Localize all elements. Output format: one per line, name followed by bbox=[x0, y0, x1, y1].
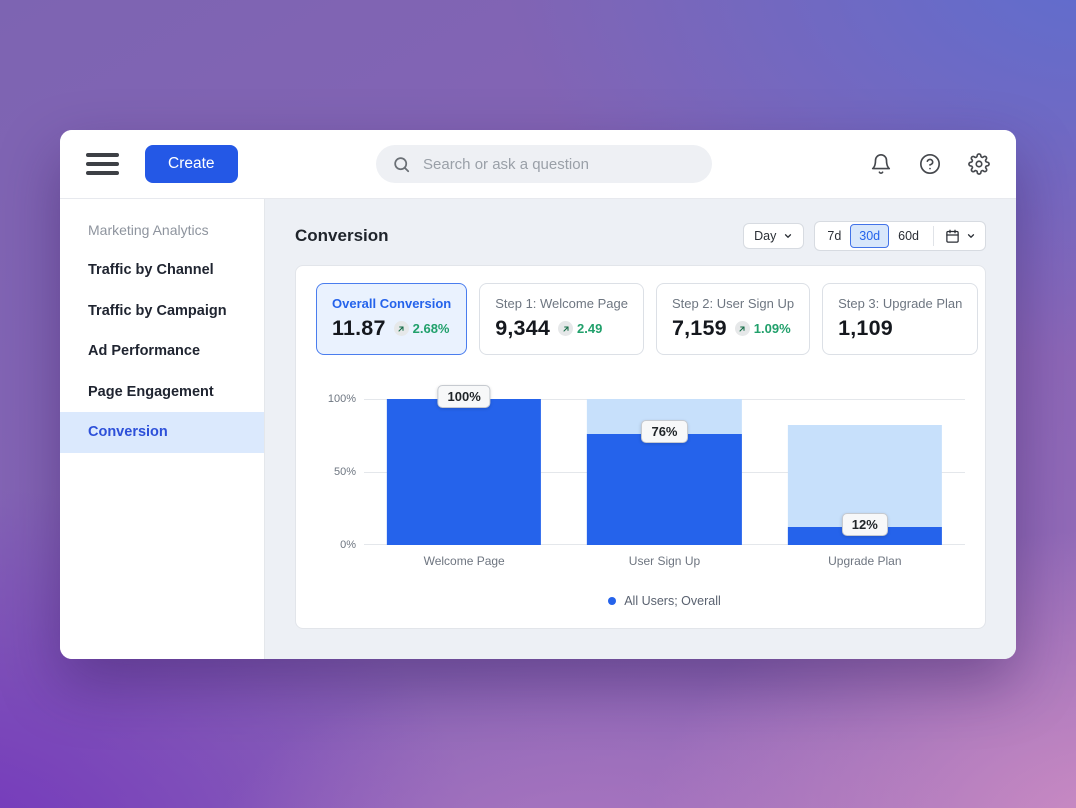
metric-delta: 2.68% bbox=[393, 321, 450, 336]
chevron-down-icon bbox=[785, 234, 792, 238]
bars: 100% 76% 12% bbox=[364, 385, 965, 545]
x-label-user-sign-up: User Sign Up bbox=[628, 554, 701, 568]
sidebar-item-page-engagement[interactable]: Page Engagement bbox=[88, 383, 214, 400]
metric-value: 11.87 bbox=[332, 316, 386, 340]
calendar-picker-button[interactable] bbox=[939, 226, 982, 247]
help-button[interactable] bbox=[919, 153, 941, 175]
y-tick-50: 50% bbox=[333, 466, 356, 478]
search-icon bbox=[394, 156, 410, 172]
bar-welcome-page: 100% bbox=[364, 385, 564, 545]
top-bar: Create bbox=[60, 130, 1016, 199]
bar-upgrade-plan: 12% bbox=[765, 399, 965, 545]
arrow-up-right-icon bbox=[393, 321, 409, 336]
bar-value-badge: 76% bbox=[641, 420, 688, 444]
main-content: Conversion Day 7d 30d 60d bbox=[265, 199, 1016, 659]
chevron-down-icon bbox=[967, 234, 975, 238]
chart-legend[interactable]: All Users; Overall bbox=[364, 594, 965, 608]
app-window: Create bbox=[60, 130, 1016, 659]
y-tick-100: 100% bbox=[327, 393, 356, 405]
sidebar-section-title: Marketing Analytics bbox=[88, 221, 209, 238]
legend-dot-icon bbox=[608, 597, 617, 605]
metric-value: 1,109 bbox=[838, 316, 893, 340]
granularity-dropdown[interactable]: Day bbox=[743, 223, 805, 249]
metric-delta: 1.09% bbox=[734, 321, 791, 336]
arrow-up-right-icon bbox=[558, 321, 574, 336]
x-label-welcome-page: Welcome Page bbox=[423, 554, 505, 568]
range-30d[interactable]: 30d bbox=[850, 224, 890, 248]
metric-card-overall-conversion[interactable]: Overall Conversion 11.87 2.68% bbox=[316, 283, 468, 355]
sidebar-item-traffic-by-campaign[interactable]: Traffic by Campaign bbox=[88, 302, 227, 319]
create-button[interactable]: Create bbox=[145, 145, 238, 183]
main-header: Conversion Day 7d 30d 60d bbox=[295, 221, 986, 251]
notifications-button[interactable] bbox=[870, 153, 892, 175]
bar-value-badge: 100% bbox=[437, 385, 491, 408]
sidebar-item-conversion[interactable]: Conversion bbox=[60, 412, 264, 453]
x-label-upgrade-plan: Upgrade Plan bbox=[828, 554, 902, 568]
topbar-icons bbox=[870, 153, 990, 175]
x-axis-labels: Welcome Page User Sign Up Upgrade Plan bbox=[364, 554, 965, 568]
bell-icon bbox=[871, 154, 891, 174]
metric-value: 9,344 bbox=[495, 316, 551, 340]
range-7d[interactable]: 7d bbox=[827, 229, 842, 243]
arrow-up-right-icon bbox=[734, 321, 750, 336]
metric-label: Step 1: Welcome Page bbox=[495, 296, 628, 311]
funnel-chart: 100% 50% 0% 100% bbox=[316, 385, 965, 608]
chart-plot: 100% 50% 0% 100% bbox=[328, 385, 965, 551]
sidebar: Marketing Analytics Traffic by Channel T… bbox=[60, 199, 265, 659]
settings-button[interactable] bbox=[968, 153, 990, 175]
sidebar-item-traffic-by-channel[interactable]: Traffic by Channel bbox=[88, 262, 214, 279]
conversion-chart-card: Overall Conversion 11.87 2.68% bbox=[295, 265, 986, 629]
metric-label: Step 2: User Sign Up bbox=[671, 296, 795, 311]
search-bar[interactable] bbox=[376, 145, 712, 183]
metric-card-row: Overall Conversion 11.87 2.68% bbox=[316, 283, 979, 355]
calendar-icon bbox=[946, 229, 959, 243]
menu-icon[interactable] bbox=[86, 148, 119, 181]
metric-card-step3-upgrade-plan[interactable]: Step 3: Upgrade Plan 1,109 bbox=[822, 283, 979, 355]
metric-delta: 2.49 bbox=[558, 321, 602, 336]
sidebar-item-ad-performance[interactable]: Ad Performance bbox=[88, 343, 201, 360]
metric-card-step2-user-sign-up[interactable]: Step 2: User Sign Up 7,159 1.09% bbox=[655, 283, 811, 355]
bar-value-badge: 12% bbox=[841, 513, 888, 537]
metric-label: Step 3: Upgrade Plan bbox=[838, 296, 963, 311]
time-controls: Day 7d 30d 60d bbox=[743, 221, 986, 251]
metric-label: Overall Conversion bbox=[332, 296, 452, 311]
legend-label: All Users; Overall bbox=[624, 594, 721, 608]
page-title: Conversion bbox=[295, 226, 389, 245]
search-input[interactable] bbox=[423, 155, 696, 173]
y-tick-0: 0% bbox=[340, 539, 356, 551]
divider bbox=[933, 226, 934, 246]
bar-fill[interactable] bbox=[387, 399, 542, 545]
metric-card-step1-welcome-page[interactable]: Step 1: Welcome Page 9,344 2.49 bbox=[479, 283, 644, 355]
range-60d[interactable]: 60d bbox=[898, 229, 919, 243]
help-icon bbox=[920, 154, 940, 174]
bar-user-sign-up: 76% bbox=[564, 399, 764, 545]
metric-value: 7,159 bbox=[671, 316, 727, 340]
date-range-group: 7d 30d 60d bbox=[814, 221, 986, 251]
gear-icon bbox=[968, 153, 990, 175]
bar-fill[interactable] bbox=[587, 434, 742, 545]
